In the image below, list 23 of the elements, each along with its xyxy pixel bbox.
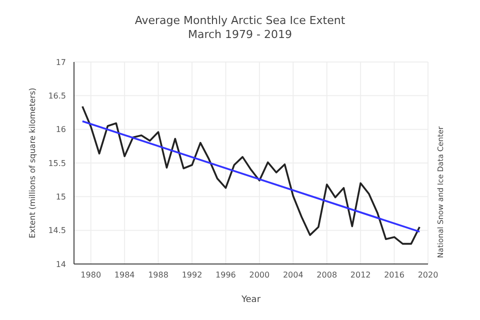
line-series xyxy=(82,106,420,245)
y-tick-label: 14.5 xyxy=(48,226,66,236)
chart-subtitle: March 1979 - 2019 xyxy=(187,28,293,42)
x-tick-label: 1984 xyxy=(114,270,135,280)
x-tick-label: 1992 xyxy=(182,270,202,280)
x-tick-label: 2020 xyxy=(418,270,438,280)
x-axis-title: Year xyxy=(240,295,261,305)
y-tick-label: 16 xyxy=(56,125,66,134)
x-tick-label: 2004 xyxy=(282,270,304,280)
y-tick-label: 15.5 xyxy=(48,158,66,168)
x-tick-label: 1988 xyxy=(148,270,168,280)
y-tick-label: 14 xyxy=(56,260,66,269)
chart-title: Average Monthly Arctic Sea Ice Extent xyxy=(134,14,346,28)
x-tick-label: 2016 xyxy=(384,270,404,280)
y-tick-label: 16.5 xyxy=(48,92,66,101)
y-tick-label: 17 xyxy=(56,58,66,67)
x-tick-label: 1996 xyxy=(216,270,236,280)
x-tick-label: 1980 xyxy=(80,270,102,280)
y-axis-title: Extent (millions of square kilometers) xyxy=(28,88,37,238)
x-tick-label: 2000 xyxy=(249,270,270,280)
x-tick-label: 2008 xyxy=(316,270,338,280)
y-tick-label: 15 xyxy=(56,192,66,202)
x-tick-label: 2012 xyxy=(350,270,371,280)
